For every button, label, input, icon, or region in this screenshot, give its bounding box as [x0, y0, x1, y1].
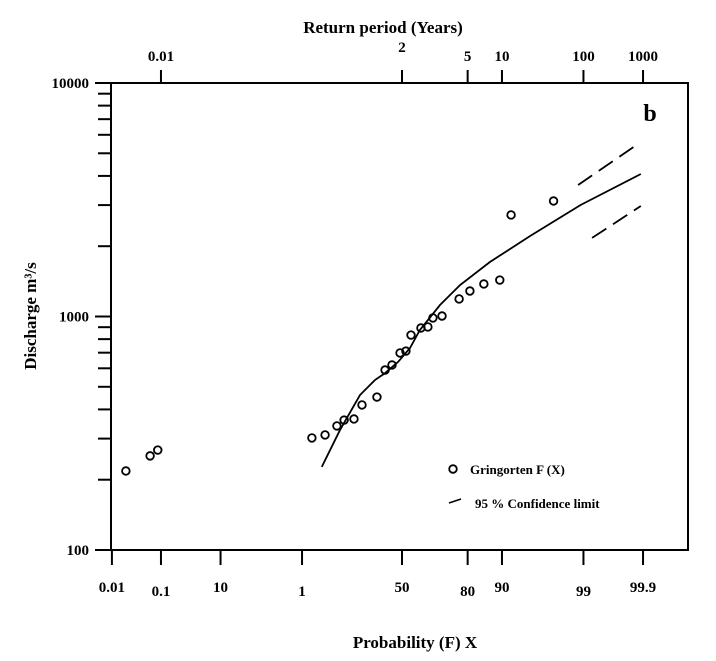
data-point — [437, 311, 447, 321]
data-point — [506, 210, 516, 220]
plot-frame — [110, 82, 689, 551]
data-point — [548, 196, 559, 206]
x-tick-label: 10 — [213, 580, 228, 596]
x-tick-label: 90 — [494, 580, 509, 596]
y-tick-label: 100 — [67, 543, 90, 559]
x-tick-label: 0.01 — [99, 580, 125, 596]
data-point — [454, 294, 464, 304]
legend-marker-circle — [448, 464, 458, 474]
data-point — [401, 346, 411, 356]
panel-label: b — [643, 101, 656, 127]
data-point — [121, 466, 131, 476]
y-tick-label: 1000 — [59, 310, 89, 326]
top-tick-label: 100 — [572, 49, 595, 65]
top-tick-label: 1000 — [628, 49, 658, 65]
data-point — [320, 430, 330, 440]
data-point — [495, 275, 505, 285]
axis-ticks: 0.01 0.1 10 1 50 80 90 99 99.9 0.01 2 5 10 100 1000 100… — [52, 40, 659, 600]
top-tick-label: 10 — [494, 49, 509, 65]
data-point — [465, 286, 475, 296]
legend-marker-dash — [448, 498, 462, 504]
data-point — [423, 322, 433, 332]
data-point — [145, 451, 155, 461]
y-axis-title: Discharge m³/s — [21, 262, 40, 370]
x-tick-label: 50 — [395, 580, 410, 596]
data-point — [395, 348, 405, 358]
y-tick-label: 10000 — [52, 76, 90, 92]
x-tick-label: 99 — [576, 584, 591, 600]
data-point — [406, 330, 416, 340]
data-point — [307, 433, 317, 443]
data-point — [372, 392, 382, 402]
top-tick-label: 2 — [398, 40, 406, 56]
legend-label-gringorten: Gringorten F (X) — [470, 462, 565, 477]
data-point — [479, 279, 489, 289]
data-point — [153, 445, 163, 455]
data-point — [332, 421, 342, 431]
legend: Gringorten F (X) 95 % Confidence limit — [448, 462, 600, 511]
legend-label-confidence: 95 % Confidence limit — [475, 496, 600, 511]
x-tick-label: 0.1 — [152, 584, 171, 600]
x-tick-label: 1 — [298, 584, 306, 600]
confidence-limit-line — [577, 145, 636, 186]
top-tick-label: 0.01 — [148, 49, 174, 65]
data-point — [357, 400, 367, 410]
x-tick-label: 80 — [460, 584, 475, 600]
x-axis-title: Probability (F) X — [353, 633, 478, 652]
data-point — [349, 414, 359, 424]
data-marks — [121, 145, 642, 476]
top-tick-label: 5 — [464, 49, 472, 65]
confidence-limit-line — [591, 205, 642, 239]
x-tick-label: 99.9 — [630, 580, 656, 596]
top-axis-title: Return period (Years) — [303, 18, 463, 37]
fitted-curve — [320, 173, 642, 468]
